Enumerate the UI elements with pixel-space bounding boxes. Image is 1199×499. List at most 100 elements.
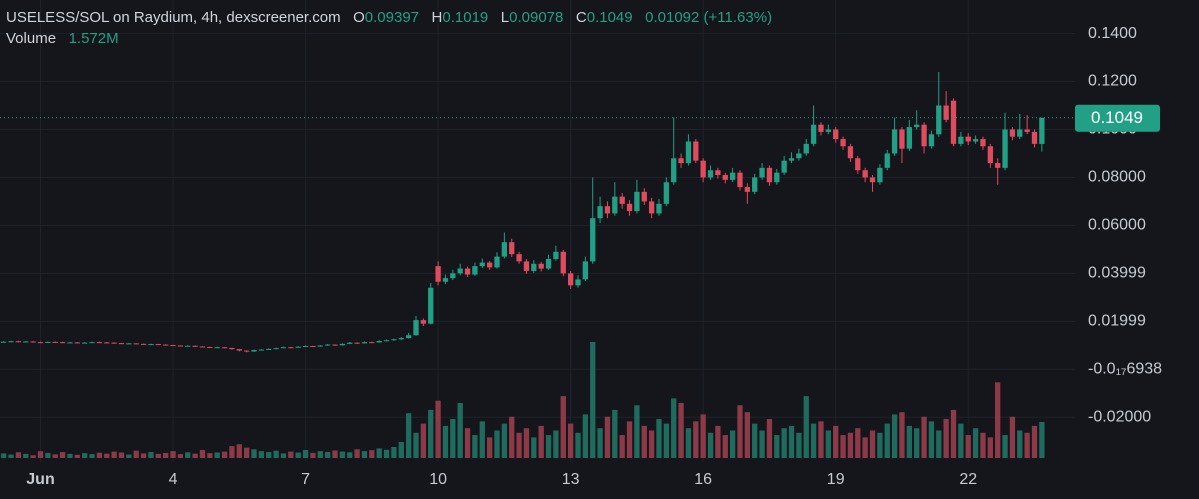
candle-body: [140, 343, 147, 345]
candle-body: [214, 347, 220, 349]
volume-bar: [383, 449, 390, 458]
volume-bar: [1017, 430, 1023, 458]
candle-body: [501, 242, 508, 257]
close-label: C: [575, 9, 587, 26]
candle-body: [339, 343, 346, 346]
candle-body: [74, 342, 80, 344]
candle-body: [96, 342, 103, 344]
volume-bar: [891, 414, 898, 458]
candle-body: [619, 196, 625, 204]
low-label: L: [500, 9, 510, 26]
volume-bar: [104, 453, 110, 458]
candle-body: [788, 158, 795, 161]
candle-body: [729, 172, 736, 180]
candle-body: [906, 127, 912, 149]
volume-bar: [361, 451, 368, 458]
x-tick-label: 4: [169, 471, 178, 488]
volume-bar: [74, 454, 80, 458]
volume-bar: [457, 402, 463, 458]
volume-bar: [494, 430, 500, 458]
change-value: 0.01092: [645, 9, 700, 26]
volume-bar: [82, 453, 88, 458]
candle-body: [597, 206, 603, 219]
candle-body: [884, 153, 890, 168]
volume-bar: [1002, 435, 1008, 458]
volume-bar: [707, 432, 714, 458]
candle-body: [833, 129, 839, 140]
candle-body: [825, 129, 831, 132]
volume-bar: [405, 413, 412, 458]
x-tick-label: 22: [959, 471, 977, 488]
candle-body: [921, 124, 927, 147]
candle-body: [862, 170, 868, 178]
volume-bar: [244, 447, 250, 458]
volume-bar: [538, 425, 544, 458]
volume-label: Volume: [6, 30, 57, 47]
candle-body: [840, 139, 846, 147]
volume-bar: [604, 416, 611, 458]
candle-body: [1002, 129, 1008, 168]
candle-body: [244, 350, 250, 352]
volume-bar: [332, 450, 338, 458]
candle-body: [958, 136, 964, 144]
candle-body: [207, 346, 213, 348]
candle-body: [612, 196, 618, 214]
volume-bar: [788, 425, 795, 458]
candle-body: [464, 268, 471, 275]
volume-bar: [612, 409, 618, 458]
volume-bar: [236, 444, 242, 458]
volume-bar: [155, 453, 161, 458]
candle-body: [155, 344, 161, 346]
candle-body: [185, 345, 191, 347]
open-value: 0.09397: [364, 9, 420, 26]
volume-bar: [855, 428, 861, 458]
volume-bar: [23, 453, 29, 458]
candle-body: [30, 341, 36, 343]
volume-bar: [744, 412, 750, 458]
candle-body: [288, 347, 294, 349]
candle-body: [656, 203, 662, 214]
y-tick-label: 0.1400: [1088, 25, 1137, 42]
volume-bar: [428, 409, 434, 458]
volume-bar: [663, 423, 670, 458]
candle-body: [752, 177, 758, 192]
candle-body: [369, 342, 375, 344]
candle-body: [89, 342, 95, 344]
volume-bar: [288, 451, 294, 458]
candle-body: [317, 345, 323, 347]
volume-bar: [678, 402, 684, 458]
candle-body: [413, 320, 419, 336]
volume-bar: [590, 342, 596, 458]
candle-body: [626, 203, 633, 212]
volume-bar: [641, 425, 647, 458]
volume-bar: [921, 416, 927, 458]
candle-body: [302, 346, 309, 348]
y-tick-label: 0.01999: [1088, 313, 1146, 330]
volume-bar: [221, 451, 228, 458]
volume-bar: [737, 405, 743, 458]
volume-bar: [693, 421, 699, 458]
volume-bar: [943, 419, 949, 458]
candle-body: [405, 335, 412, 339]
candle-body: [486, 262, 493, 268]
volume-bar: [818, 421, 824, 458]
candle-body: [671, 158, 677, 183]
candle-body: [877, 167, 883, 183]
candle-body: [15, 341, 22, 343]
volume-bar: [295, 452, 301, 458]
candle-body: [707, 170, 714, 178]
candle-body: [634, 191, 640, 212]
volume-bar: [958, 423, 964, 458]
candle-body: [177, 345, 184, 347]
candle-body: [663, 182, 670, 204]
candle-body: [965, 136, 971, 142]
volume-bar: [950, 409, 957, 458]
legend-header: USELESS/SOL on Raydium, 4h, dexscreener.…: [6, 8, 772, 49]
candle-body: [23, 341, 29, 343]
volume-bar: [619, 435, 625, 458]
volume-bar: [67, 453, 73, 458]
candle-body: [693, 141, 699, 161]
volume-bar: [752, 423, 758, 458]
candle-body: [531, 263, 537, 271]
volume-bar: [715, 425, 721, 458]
